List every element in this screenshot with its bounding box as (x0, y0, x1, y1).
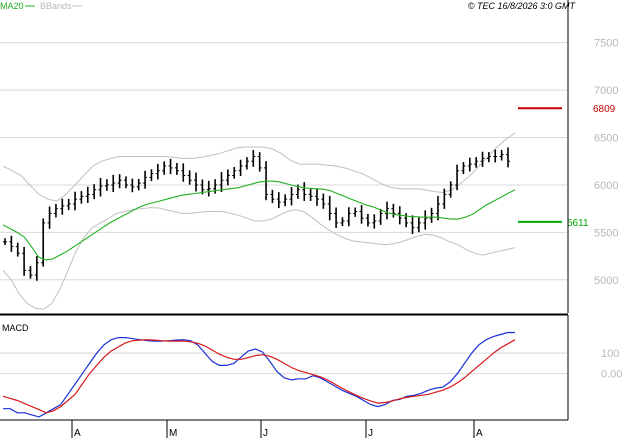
macd-panel-title: MACD (2, 323, 29, 333)
x-tick-label: J (368, 428, 373, 439)
timestamp: © TEC 16/8/2026 3:0 GMT (468, 1, 577, 11)
x-tick-label: M (169, 428, 177, 439)
macd-y-axis: 100 0.00 (601, 348, 622, 381)
price-y-tick-label: 7000 (594, 85, 618, 97)
macd-signal-line (2, 339, 516, 414)
price-y-tick-label: 5500 (594, 227, 618, 239)
bbands-legend-label: BBands (40, 1, 72, 11)
support-level-label: 5611 (567, 218, 589, 229)
price-y-tick-label: 5000 (594, 275, 618, 287)
price-y-tick-label: 6000 (594, 180, 618, 192)
price-bars (3, 147, 510, 281)
bbands-lower-line (2, 207, 516, 310)
price-y-axis: 7500 7000 6500 6000 5500 5000 (594, 38, 618, 287)
resistance-level-label: 6809 (593, 104, 616, 115)
macd-line (3, 331, 515, 418)
x-tick-label: A (476, 428, 483, 439)
price-y-tick-label: 6500 (594, 133, 618, 145)
ma20-line (2, 180, 516, 261)
price-y-tick-label: 7500 (594, 38, 618, 50)
macd-y-tick-label: 0.00 (601, 369, 622, 381)
x-tick-label: J (263, 428, 268, 439)
bbands-upper-line (2, 132, 516, 202)
macd-y-tick-label: 100 (601, 348, 619, 360)
x-tick-label: A (74, 428, 81, 439)
ma20-legend-label: MA20 (0, 1, 24, 11)
